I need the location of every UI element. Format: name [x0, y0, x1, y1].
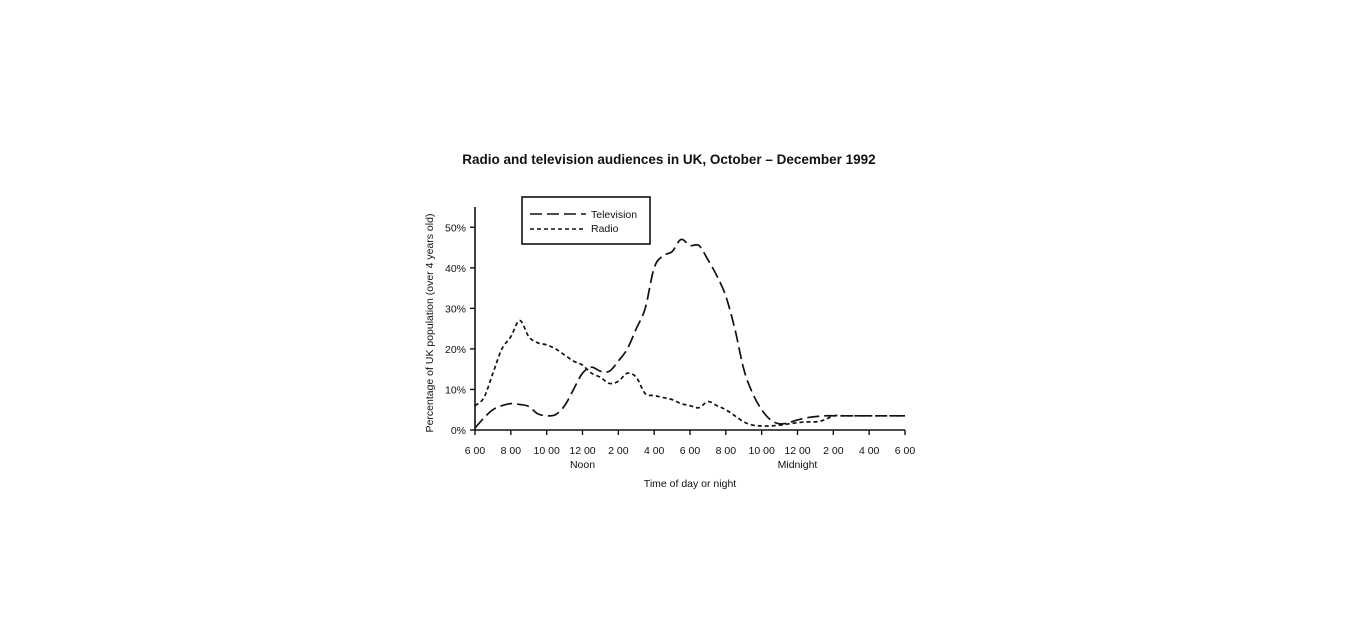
x-tick-label: 8 00: [716, 445, 737, 457]
x-tick-label: 4 00: [644, 445, 665, 457]
x-tick-label: 8 00: [501, 445, 522, 457]
x-sublabel: Noon: [570, 459, 595, 471]
legend-box: [521, 196, 651, 245]
x-tick-label: 2 00: [823, 445, 844, 457]
x-tick-label: 12 00: [784, 445, 810, 457]
legend-label-radio: Radio: [591, 223, 619, 235]
series-layer: [474, 238, 905, 429]
x-axis-label: Time of day or night: [644, 478, 736, 490]
y-tick-label: 0%: [451, 425, 466, 437]
x-tick-label: 6 00: [895, 445, 916, 457]
legend-label-television: Television: [591, 209, 637, 221]
y-tick-label: 20%: [445, 344, 466, 356]
x-tick-label: 12 00: [569, 445, 595, 457]
x-tick-label: 6 00: [680, 445, 701, 457]
y-axis-label: Percentage of UK population (over 4 year…: [424, 214, 436, 433]
series-line-radio: [474, 319, 905, 427]
chart-title: Radio and television audiences in UK, Oc…: [462, 152, 875, 167]
series-line-television: [474, 238, 905, 429]
x-tick-label: 10 00: [749, 445, 775, 457]
x-tick-label: 6 00: [465, 445, 486, 457]
y-tick-label: 10%: [445, 384, 466, 396]
y-tick-label: 50%: [445, 222, 466, 234]
legend: Television Radio: [521, 196, 651, 245]
y-tick-label: 30%: [445, 303, 466, 315]
x-tick-label: 4 00: [859, 445, 880, 457]
y-tick-label: 40%: [445, 263, 466, 275]
x-tick-label: 2 00: [608, 445, 629, 457]
x-tick-label: 10 00: [534, 445, 560, 457]
x-sublabel: Midnight: [778, 459, 818, 471]
x-axis-ticks: 6 00 8 00 10 00 12 00 2 00 4 00 6 00 8 00 10 00 1…: [465, 430, 916, 471]
y-axis-ticks: 0% 10% 20% 30% 40% 50%: [445, 222, 475, 437]
